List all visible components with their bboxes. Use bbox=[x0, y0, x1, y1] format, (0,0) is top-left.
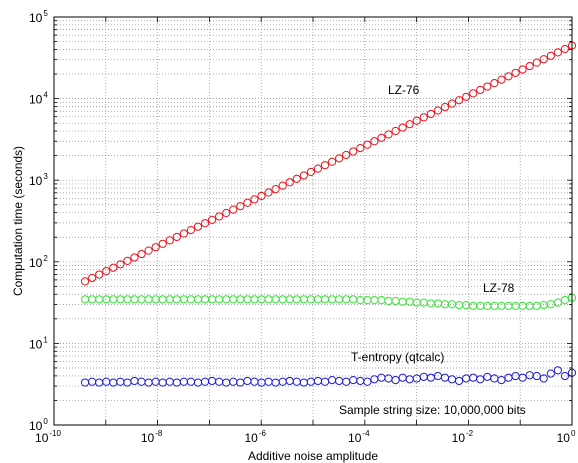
series-0 bbox=[80, 41, 577, 286]
data-point bbox=[222, 208, 231, 218]
data-point bbox=[490, 79, 499, 88]
data-point bbox=[257, 191, 266, 201]
data-point bbox=[327, 157, 337, 166]
data-point bbox=[546, 369, 555, 378]
annotation-lz78: LZ-78 bbox=[483, 281, 515, 295]
data-point bbox=[391, 126, 400, 136]
data-point bbox=[130, 253, 139, 262]
x-axis-label: Additive noise amplitude bbox=[248, 449, 378, 463]
data-point bbox=[151, 243, 160, 252]
data-point bbox=[363, 140, 372, 149]
data-point bbox=[200, 219, 210, 228]
data-point bbox=[504, 72, 513, 81]
data-point bbox=[80, 277, 90, 286]
data-point bbox=[335, 154, 344, 163]
data-point bbox=[532, 58, 541, 67]
series-2 bbox=[80, 366, 577, 387]
data-point bbox=[208, 215, 217, 224]
data-point bbox=[313, 164, 323, 173]
data-point bbox=[292, 174, 301, 183]
data-point bbox=[440, 102, 450, 112]
data-point bbox=[433, 106, 443, 115]
annotation-lz76: LZ-76 bbox=[388, 83, 420, 97]
data-point bbox=[454, 376, 464, 386]
ticks: 10-10 10-8 10-6 10-4 10-2 1001001011021031041… bbox=[29, 9, 576, 445]
data-point bbox=[250, 195, 259, 204]
data-point bbox=[483, 82, 492, 91]
series-1 bbox=[80, 293, 577, 310]
y-axis-label: Computation time (seconds) bbox=[11, 146, 25, 296]
data-point bbox=[553, 366, 562, 375]
data-point bbox=[236, 202, 245, 211]
data-point bbox=[349, 147, 358, 156]
data-point bbox=[229, 205, 238, 214]
data-point bbox=[278, 181, 287, 190]
data-point bbox=[384, 130, 393, 139]
data-point bbox=[518, 373, 527, 382]
data-point bbox=[553, 298, 562, 307]
data-point bbox=[391, 376, 400, 385]
data-point bbox=[264, 188, 273, 197]
data-point bbox=[462, 92, 471, 101]
data-point bbox=[144, 246, 153, 255]
data-point bbox=[560, 44, 570, 54]
data-point bbox=[179, 229, 188, 238]
data-point bbox=[511, 68, 520, 78]
data-point bbox=[539, 374, 548, 383]
data-point bbox=[560, 371, 570, 381]
data-point bbox=[370, 137, 379, 146]
data-point bbox=[398, 123, 407, 132]
data-point bbox=[109, 263, 118, 272]
grid bbox=[54, 17, 572, 425]
data-point bbox=[102, 267, 111, 276]
data-point bbox=[553, 48, 562, 57]
data-point bbox=[476, 375, 485, 384]
data-point bbox=[137, 249, 146, 259]
data-point bbox=[539, 55, 548, 64]
data-point bbox=[215, 212, 224, 221]
data-point bbox=[123, 256, 132, 265]
data-point bbox=[497, 75, 506, 84]
data-point bbox=[342, 150, 351, 160]
data-point bbox=[469, 89, 478, 98]
data-point bbox=[165, 236, 174, 245]
data-point bbox=[476, 85, 485, 95]
data-point bbox=[243, 198, 252, 207]
data-point bbox=[419, 113, 428, 122]
data-point bbox=[88, 273, 97, 283]
data-point bbox=[412, 116, 421, 125]
data-point bbox=[116, 260, 125, 269]
data-point bbox=[497, 376, 506, 385]
data-point bbox=[560, 296, 570, 305]
data-point bbox=[377, 133, 386, 142]
data-point bbox=[193, 222, 203, 231]
data-point bbox=[518, 65, 527, 74]
data-point bbox=[546, 51, 555, 60]
data-point bbox=[186, 226, 196, 235]
annotation-t-entropy: T-entropy (qtcalc) bbox=[351, 350, 444, 364]
data-point bbox=[271, 185, 280, 194]
series-layer bbox=[80, 41, 577, 387]
data-point bbox=[285, 178, 294, 187]
data-point bbox=[320, 161, 330, 170]
data-point bbox=[306, 167, 315, 177]
data-point bbox=[363, 377, 372, 386]
data-point bbox=[447, 99, 457, 108]
data-point bbox=[405, 120, 414, 129]
data-point bbox=[454, 96, 464, 105]
data-point bbox=[299, 171, 308, 180]
data-point bbox=[532, 371, 541, 381]
annotation-sample-size: Sample string size: 10,000,000 bits bbox=[339, 403, 526, 417]
data-point bbox=[525, 61, 534, 71]
data-point bbox=[95, 270, 104, 279]
data-point bbox=[158, 239, 167, 248]
data-point bbox=[356, 143, 365, 153]
data-point bbox=[172, 232, 181, 242]
data-point bbox=[426, 109, 435, 119]
